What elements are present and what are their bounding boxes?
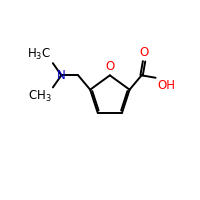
- Text: O: O: [139, 46, 149, 59]
- Text: O: O: [105, 60, 114, 73]
- Text: CH$_3$: CH$_3$: [28, 88, 51, 104]
- Text: N: N: [57, 69, 66, 82]
- Text: OH: OH: [157, 79, 175, 92]
- Text: H$_3$C: H$_3$C: [27, 47, 51, 62]
